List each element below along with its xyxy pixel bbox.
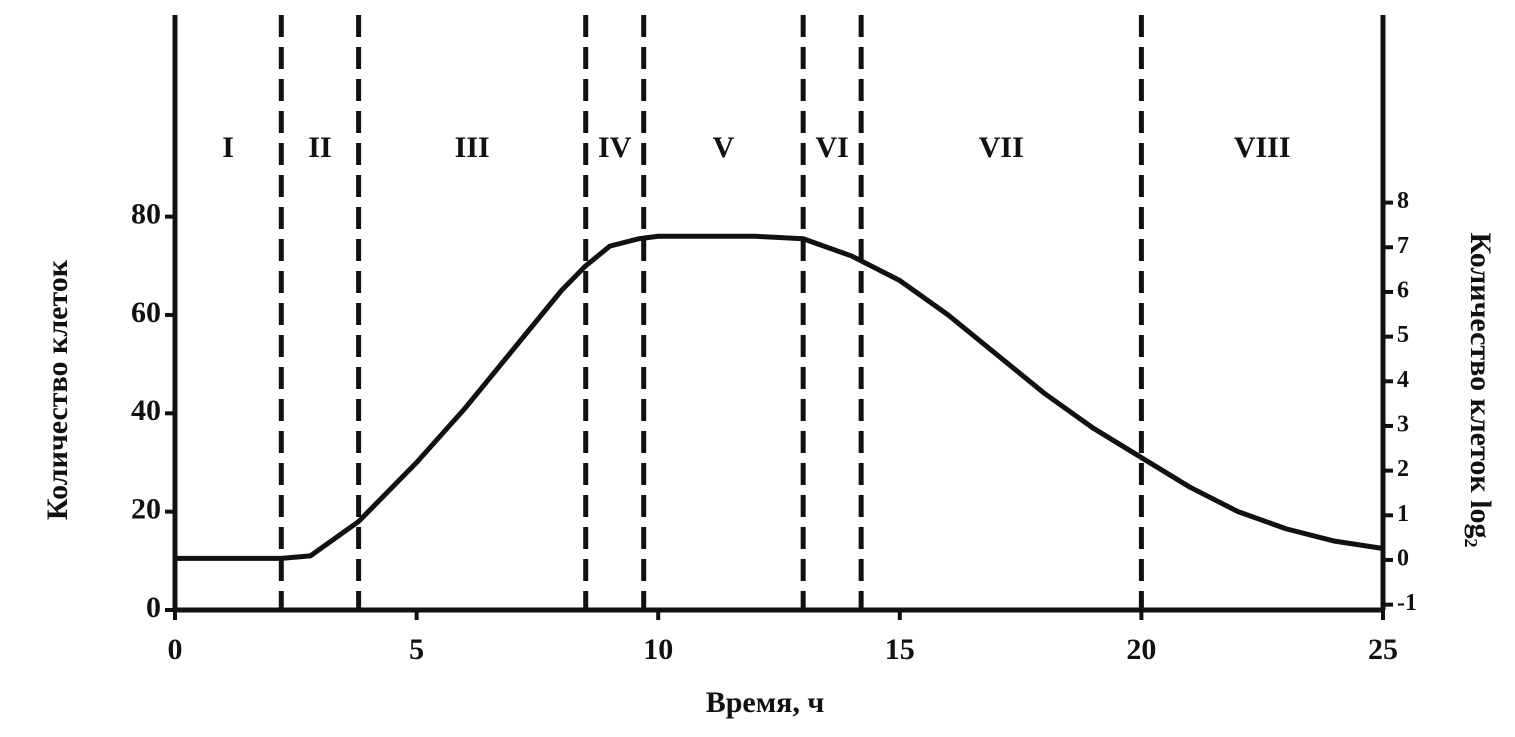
phase-label: III [455, 131, 490, 164]
y2-axis-label: Количество клеток log₂ [1464, 232, 1497, 547]
x-tick-label: 0 [168, 633, 183, 666]
phase-label: IV [598, 131, 632, 164]
y-tick-label: 60 [131, 296, 161, 329]
y2-tick-label: 0 [1397, 545, 1409, 571]
x-axis-label: Время, ч [706, 686, 825, 719]
phase-label: II [308, 131, 331, 164]
x-tick-label: 5 [409, 633, 424, 666]
y2-tick-label: 8 [1397, 188, 1409, 214]
x-tick-label: 10 [643, 633, 673, 666]
phase-label: VIII [1234, 131, 1291, 164]
x-tick-label: 15 [885, 633, 915, 666]
x-tick-label: 25 [1368, 633, 1398, 666]
y2-tick-label: 5 [1397, 322, 1409, 348]
y2-tick-label: 6 [1397, 277, 1409, 303]
y-tick-label: 0 [146, 591, 161, 624]
y2-tick-label: -1 [1397, 590, 1417, 616]
y-tick-label: 80 [131, 198, 161, 231]
y-tick-label: 40 [131, 394, 161, 427]
growth-curve [175, 233, 1384, 561]
phase-label: V [713, 131, 735, 164]
phase-label: VII [979, 131, 1024, 164]
y-tick-label: 20 [131, 493, 161, 526]
phase-label: I [222, 131, 234, 164]
y2-tick-label: 1 [1397, 501, 1409, 527]
y2-tick-label: 3 [1397, 411, 1409, 437]
phase-label: VI [815, 131, 848, 164]
y2-tick-label: 7 [1397, 233, 1409, 259]
y-axis-label: Количество клеток [41, 259, 74, 520]
y2-tick-label: 2 [1397, 456, 1409, 482]
x-tick-label: 20 [1126, 633, 1156, 666]
y2-tick-label: 4 [1397, 367, 1409, 393]
